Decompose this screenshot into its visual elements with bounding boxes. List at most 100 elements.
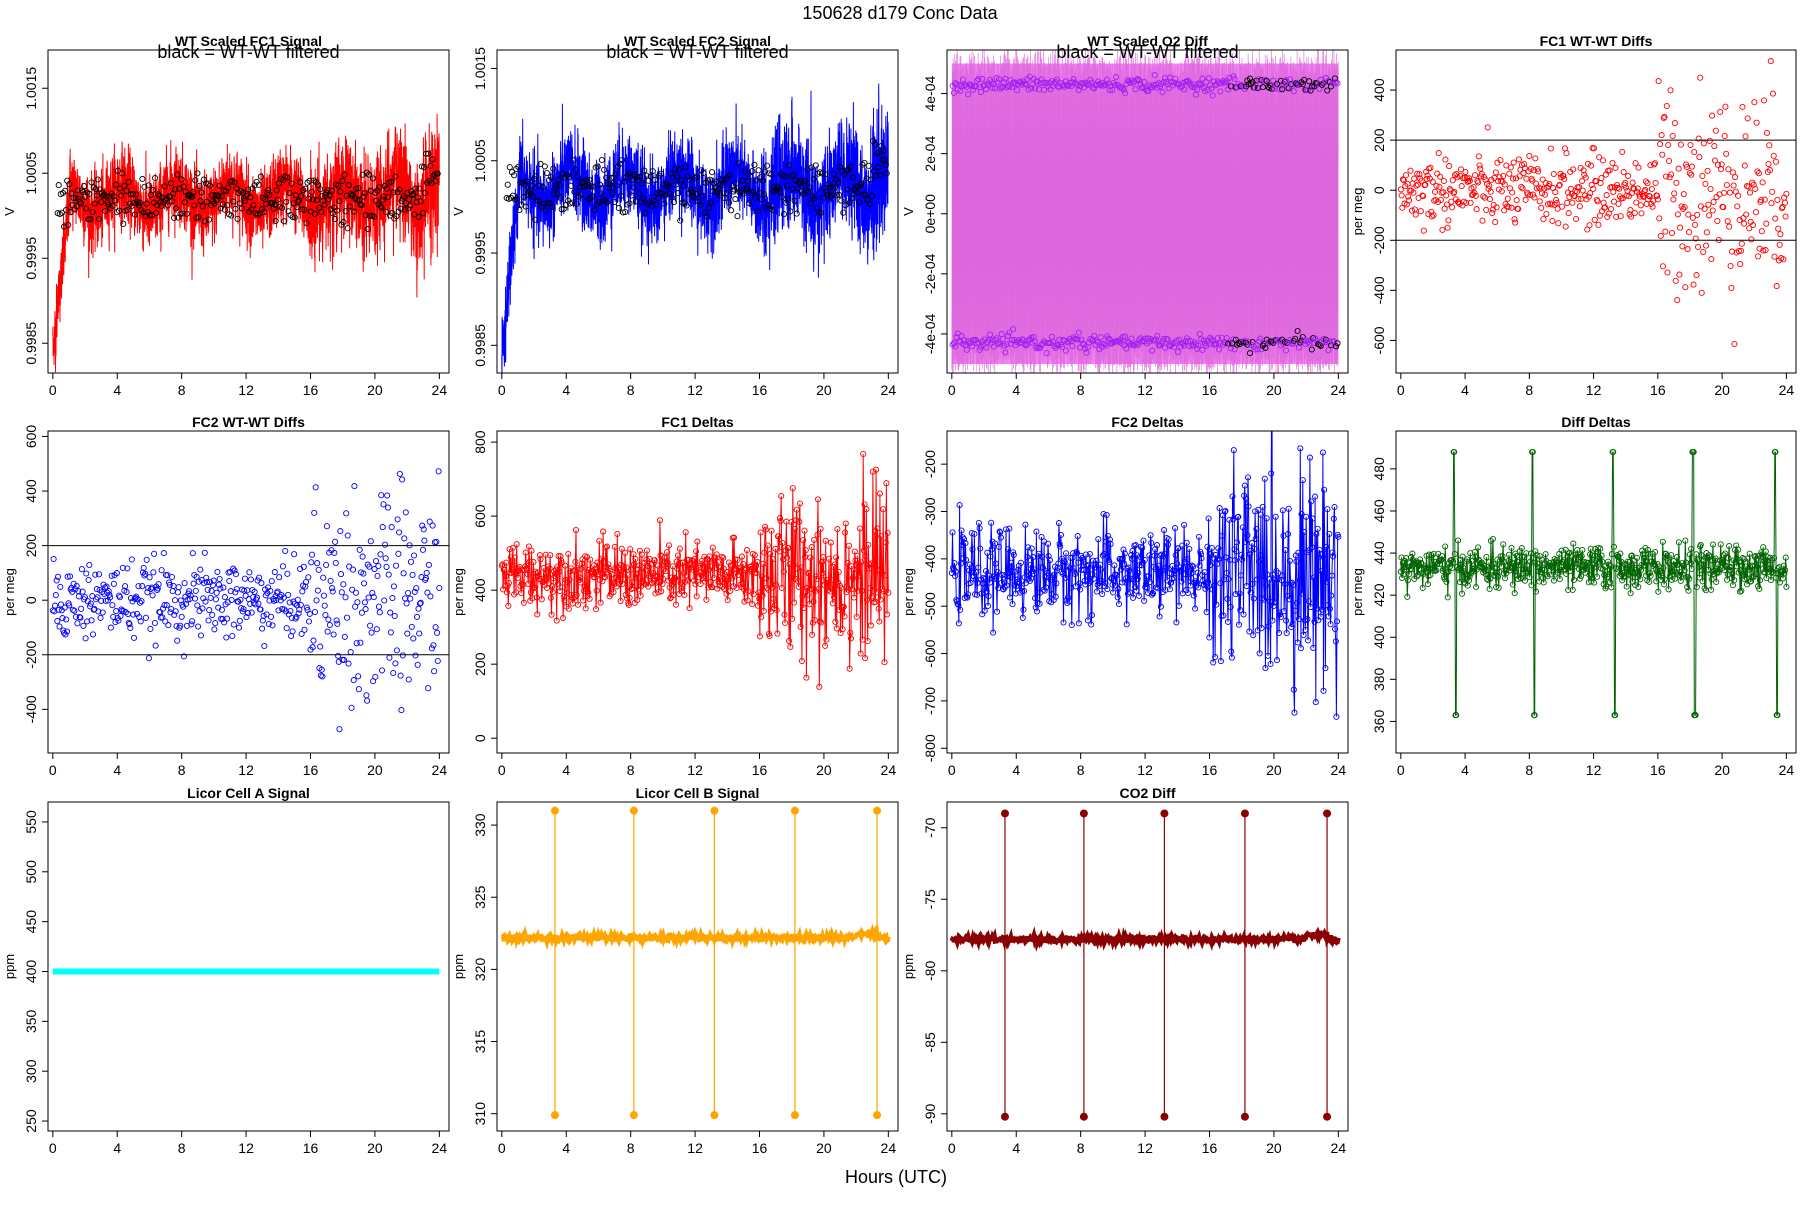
data-point	[718, 553, 725, 560]
overlay-point	[194, 170, 201, 177]
data-point	[1269, 617, 1276, 624]
x-tick-label: 4	[1012, 1140, 1020, 1156]
data-point	[531, 584, 538, 591]
data-point	[815, 586, 822, 593]
overlay-point	[1040, 86, 1048, 93]
data-point	[988, 546, 995, 553]
y-tick-label: -700	[922, 687, 938, 715]
overlay-point	[362, 212, 369, 219]
data-point	[391, 612, 398, 620]
data-point	[626, 594, 633, 601]
data-point	[574, 601, 582, 608]
data-point	[781, 611, 788, 618]
data-point	[203, 579, 211, 586]
data-point	[181, 580, 188, 587]
overlay-point	[530, 193, 537, 200]
data-point	[1409, 550, 1416, 557]
data-point	[1685, 587, 1692, 594]
data-point	[283, 625, 290, 632]
data-point	[1630, 185, 1637, 192]
data-point	[60, 629, 68, 637]
data-point	[670, 591, 677, 599]
data-point	[1646, 578, 1653, 585]
data-point	[1667, 87, 1674, 94]
data-point	[1297, 445, 1304, 452]
data-point	[1321, 550, 1328, 557]
overlay-point	[725, 199, 733, 206]
data-point	[1009, 601, 1016, 608]
data-point	[1117, 566, 1124, 573]
data-point	[344, 532, 351, 539]
data-point	[1277, 613, 1284, 620]
data-point	[1726, 542, 1733, 550]
data-point	[364, 697, 371, 704]
overlay-point	[245, 186, 252, 193]
data-point	[513, 541, 520, 548]
overlay-point	[372, 189, 379, 196]
data-point	[1320, 687, 1327, 694]
x-tick-label: 0	[498, 382, 506, 398]
data-point	[1565, 210, 1572, 217]
overlay-point	[532, 216, 539, 223]
data-point	[573, 591, 580, 598]
overlay-point	[1091, 332, 1098, 339]
x-tick-label: 0	[498, 762, 506, 778]
data-point	[1241, 482, 1248, 489]
overlay-point	[818, 209, 825, 216]
data-point	[1697, 74, 1704, 81]
data-point	[1690, 281, 1697, 288]
data-point	[969, 546, 976, 553]
data-point	[1401, 557, 1408, 565]
data-point	[1020, 606, 1027, 613]
data-point	[1061, 558, 1068, 566]
overlay-point	[548, 174, 555, 181]
data-point	[581, 583, 588, 590]
plot-area-p2	[501, 83, 890, 373]
data-point	[1126, 567, 1133, 574]
data-point	[1558, 203, 1566, 210]
data-point	[1581, 192, 1589, 199]
overlay-point	[595, 199, 602, 206]
overlay-point	[249, 185, 256, 192]
data-point	[652, 590, 659, 597]
data-point	[1701, 585, 1708, 592]
data-point	[1301, 529, 1308, 536]
data-point	[340, 656, 348, 663]
data-point	[215, 581, 222, 588]
data-point	[1164, 541, 1172, 548]
data-point	[1193, 582, 1200, 589]
data-point	[1613, 213, 1620, 220]
overlay-point	[60, 223, 68, 230]
data-point	[1782, 554, 1789, 561]
spike-point	[790, 806, 799, 815]
data-point	[1735, 546, 1742, 553]
data-point	[1243, 495, 1250, 502]
data-point	[1417, 556, 1424, 563]
data-point	[1028, 575, 1035, 582]
data-point	[882, 572, 889, 579]
data-point	[1594, 573, 1601, 580]
overlay-point	[207, 182, 214, 189]
data-point	[984, 602, 992, 609]
data-point	[1668, 552, 1675, 559]
data-point	[1668, 229, 1676, 237]
overlay-point	[787, 208, 794, 215]
overlay-point	[811, 195, 818, 202]
overlay-point	[1001, 79, 1008, 86]
overlay-point	[1040, 338, 1048, 345]
data-point	[1685, 211, 1692, 218]
data-point	[1570, 166, 1577, 173]
overlay-point	[1128, 335, 1135, 342]
overlay-point	[1074, 336, 1081, 343]
overlay-point	[76, 198, 83, 205]
data-point	[1638, 210, 1645, 217]
data-point	[151, 619, 158, 627]
data-point	[507, 554, 514, 561]
overlay-point	[1008, 84, 1015, 91]
data-point	[348, 704, 355, 711]
data-point	[1736, 588, 1744, 595]
data-point	[358, 609, 365, 616]
overlay-point	[95, 215, 103, 223]
